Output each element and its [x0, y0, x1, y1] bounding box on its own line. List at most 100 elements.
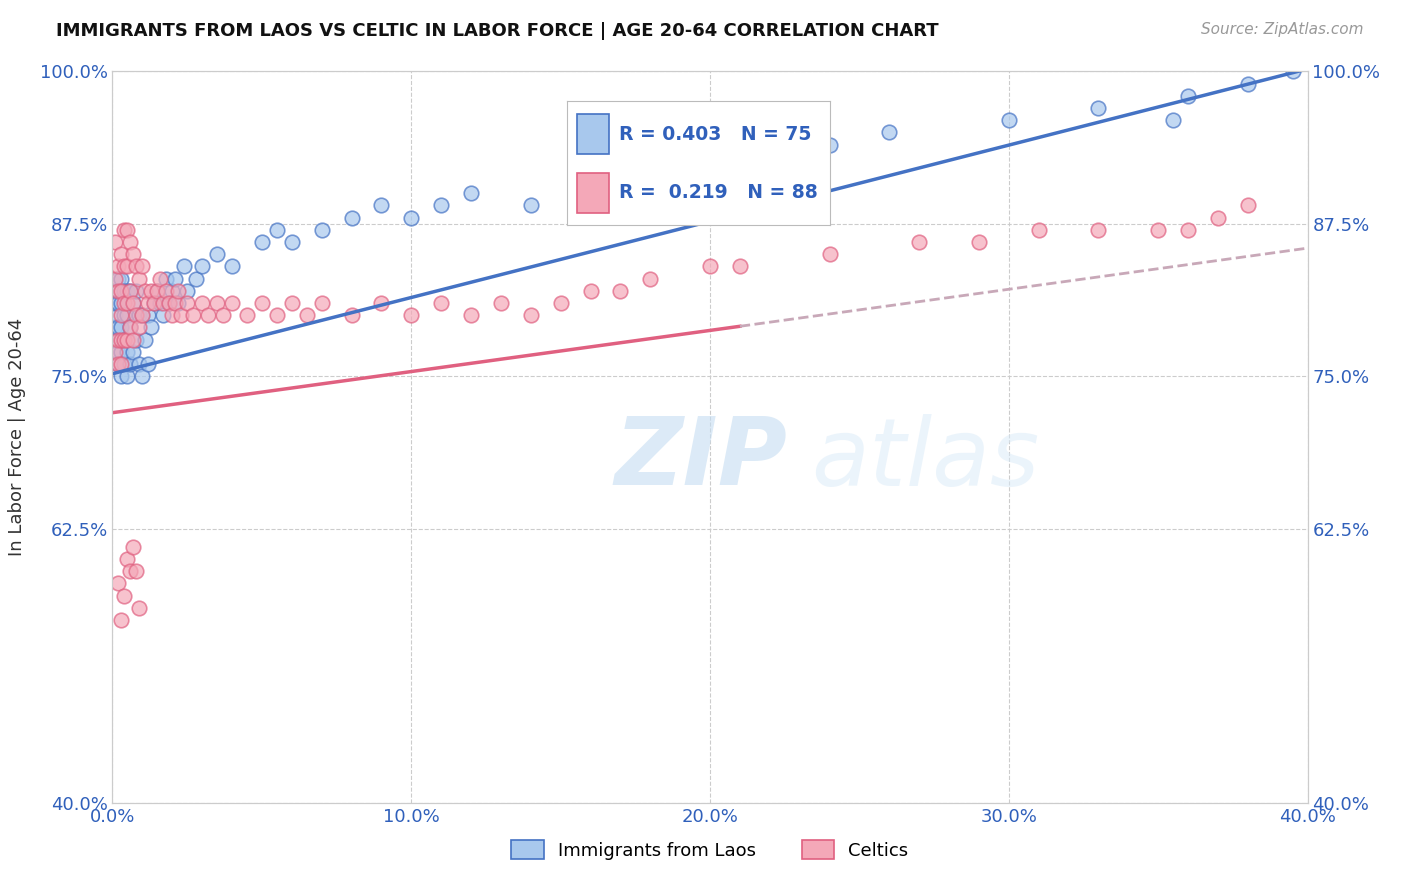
- Point: [167, 284, 190, 298]
- Point: [236, 308, 259, 322]
- Point: [221, 296, 243, 310]
- Point: [759, 150, 782, 164]
- Point: [110, 271, 132, 285]
- Point: [107, 576, 129, 591]
- Point: [125, 284, 148, 298]
- Point: [104, 271, 127, 285]
- Point: [1028, 223, 1050, 237]
- Point: [120, 284, 142, 298]
- Point: [1087, 101, 1109, 115]
- Point: [489, 296, 512, 310]
- Point: [1087, 223, 1109, 237]
- Point: [122, 333, 145, 347]
- Point: [107, 333, 129, 347]
- Point: [107, 271, 129, 285]
- Point: [117, 308, 139, 322]
- Point: [131, 369, 153, 384]
- Point: [266, 223, 288, 237]
- Point: [157, 296, 180, 310]
- Point: [114, 589, 135, 603]
- Point: [125, 564, 148, 578]
- Point: [699, 260, 721, 274]
- Point: [122, 344, 145, 359]
- Point: [117, 284, 139, 298]
- Point: [122, 296, 145, 310]
- Point: [266, 308, 288, 322]
- Point: [1237, 198, 1260, 212]
- Point: [122, 540, 145, 554]
- Point: [520, 198, 543, 212]
- Point: [170, 308, 193, 322]
- Point: [114, 333, 135, 347]
- Point: [128, 320, 150, 334]
- Point: [107, 260, 129, 274]
- Point: [818, 137, 841, 152]
- Point: [120, 284, 142, 298]
- Point: [110, 333, 132, 347]
- Point: [104, 308, 127, 322]
- Point: [186, 271, 208, 285]
- Point: [1281, 64, 1303, 78]
- Point: [1161, 113, 1184, 128]
- Point: [155, 284, 177, 298]
- Point: [1177, 223, 1199, 237]
- Point: [110, 369, 132, 384]
- Point: [250, 235, 273, 249]
- Point: [165, 271, 187, 285]
- Text: Source: ZipAtlas.com: Source: ZipAtlas.com: [1201, 22, 1364, 37]
- Point: [114, 308, 135, 322]
- Point: [162, 284, 183, 298]
- Point: [125, 260, 148, 274]
- Point: [212, 308, 235, 322]
- Point: [120, 320, 142, 334]
- Point: [311, 296, 333, 310]
- Point: [281, 296, 304, 310]
- Point: [104, 235, 127, 249]
- Point: [120, 235, 142, 249]
- Point: [128, 357, 150, 371]
- Point: [176, 296, 198, 310]
- Point: [110, 296, 132, 310]
- Point: [699, 161, 721, 176]
- Point: [197, 308, 219, 322]
- Point: [146, 284, 169, 298]
- Point: [134, 333, 156, 347]
- Point: [134, 284, 156, 298]
- Point: [1147, 223, 1170, 237]
- Point: [579, 284, 602, 298]
- Point: [520, 308, 543, 322]
- Point: [138, 296, 160, 310]
- Point: [131, 308, 153, 322]
- Point: [340, 308, 363, 322]
- Y-axis label: In Labor Force | Age 20-64: In Labor Force | Age 20-64: [7, 318, 25, 557]
- Point: [181, 308, 204, 322]
- Point: [1206, 211, 1229, 225]
- Point: [879, 125, 901, 139]
- Point: [131, 260, 153, 274]
- Point: [430, 198, 453, 212]
- Point: [117, 223, 139, 237]
- Point: [104, 296, 127, 310]
- Point: [370, 296, 392, 310]
- Point: [141, 284, 163, 298]
- Point: [114, 223, 135, 237]
- Point: [138, 308, 160, 322]
- Point: [162, 308, 183, 322]
- Point: [250, 296, 273, 310]
- Point: [117, 333, 139, 347]
- Point: [131, 308, 153, 322]
- Point: [295, 308, 318, 322]
- Point: [128, 600, 150, 615]
- Point: [107, 296, 129, 310]
- Point: [908, 235, 931, 249]
- Point: [173, 260, 195, 274]
- Point: [152, 296, 174, 310]
- Point: [107, 344, 129, 359]
- Point: [311, 223, 333, 237]
- Point: [128, 271, 150, 285]
- Point: [176, 284, 198, 298]
- Point: [146, 284, 169, 298]
- Point: [110, 357, 132, 371]
- Point: [122, 296, 145, 310]
- Point: [152, 308, 174, 322]
